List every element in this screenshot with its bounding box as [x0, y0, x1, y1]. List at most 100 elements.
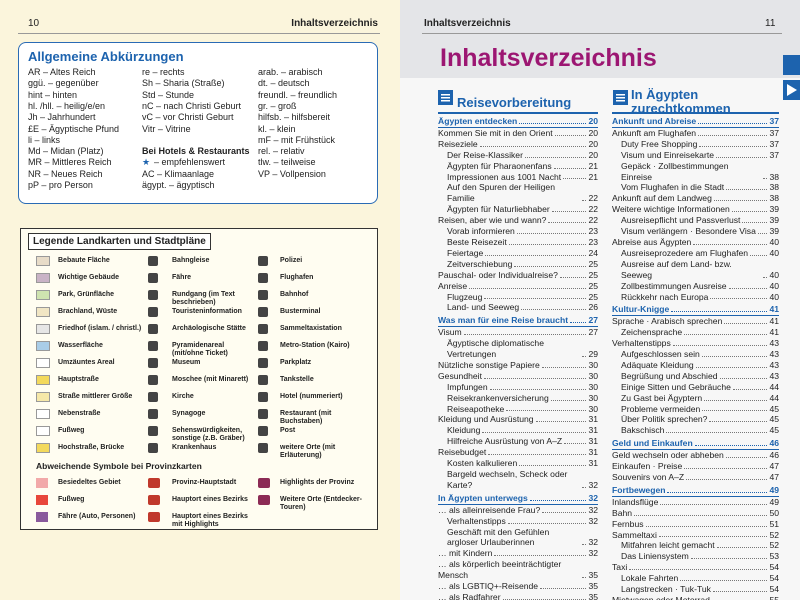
- legend-icon: [148, 358, 158, 368]
- leader: [542, 511, 587, 513]
- legend-icon: [258, 443, 268, 453]
- entry-text: Auf den Spuren der Heiligen Familie: [447, 182, 555, 204]
- abbreviation: £E – Ägyptische Pfund: [28, 123, 120, 134]
- toc-entry: Ausreisepflicht und Passverlust 39: [612, 215, 779, 226]
- toc-entry: Ankunft am Flughafen 37: [612, 128, 779, 139]
- entry-page: 43: [769, 349, 779, 360]
- entry-text: Impressionen aus 1001 Nacht: [447, 171, 562, 182]
- toc-entry: Flugzeug 25: [438, 292, 598, 303]
- legend-label: Sehenswürdigkeiten, sonstige (z.B. Gräbe…: [172, 427, 245, 442]
- toc-entry: Probleme vermeiden 45: [612, 404, 779, 415]
- toc-entry: Souvenirs von A–Z 47: [612, 472, 779, 483]
- leader: [564, 443, 587, 445]
- legend-label: Fußweg: [58, 427, 85, 434]
- entry-page: 35: [588, 581, 598, 592]
- leader: [658, 536, 768, 538]
- legend-label: Hauptort eines Bezirks: [172, 496, 248, 503]
- toc-entry: Ausreiseprozedere am Flughafen 40: [612, 248, 779, 259]
- legend-label: Hochstraße, Brücke: [58, 444, 125, 451]
- legend-icon: [148, 392, 158, 402]
- toc-entry: Aufgeschlossen sein 43: [612, 349, 779, 360]
- entry-page: 23: [588, 226, 598, 237]
- entry-text: Gesundheit: [438, 370, 482, 381]
- entry-text: Impfungen: [447, 381, 488, 392]
- abbreviation: arab. – arabisch: [258, 67, 323, 77]
- entry-page: 43: [769, 359, 779, 370]
- leader: [672, 345, 768, 347]
- entry-text: Mitfahren leicht gemacht: [621, 540, 715, 551]
- abbreviations-box: [18, 42, 378, 204]
- entry-page: 47: [769, 472, 779, 482]
- entry-text: Langstrecken · Tuk-Tuk: [621, 584, 711, 595]
- entry-page: 32: [588, 492, 598, 503]
- abbreviation: Std – Stunde: [142, 89, 195, 100]
- legend-icon: [258, 341, 268, 351]
- entry-text: Einkaufen · Preise: [612, 461, 683, 472]
- leader: [469, 287, 587, 289]
- entry-text: Verhaltenstipps: [447, 515, 506, 526]
- legend-label: Touristeninformation: [172, 308, 242, 315]
- legend-label: Fußweg: [58, 496, 85, 503]
- abbreviation: AR – Altes Reich: [28, 67, 96, 77]
- legend-icon: [36, 409, 50, 419]
- abbreviation: MR – Mittleres Reich: [28, 157, 112, 168]
- leader: [750, 254, 768, 256]
- legend-label: Krankenhaus: [172, 444, 217, 451]
- leader: [667, 491, 768, 493]
- legend-icon: [258, 409, 268, 419]
- toc-entry: … als LGBTIQ+-Reisende 35: [438, 581, 598, 592]
- legend-label: Flughafen: [280, 274, 314, 281]
- legend-label: Hotel (nummeriert): [280, 393, 343, 400]
- legend-icon: [148, 324, 158, 334]
- entry-page: 40: [769, 269, 779, 280]
- entry-page: 27: [588, 315, 598, 326]
- entry-text: Über Politik sprechen?: [621, 414, 708, 425]
- leader: [484, 298, 587, 300]
- entry-page: 30: [588, 392, 598, 403]
- toc-column: Ägypten entdecken 20 Kommen Sie mit in den…: [438, 114, 598, 600]
- entry-page: 37: [769, 116, 779, 126]
- entry-page: 49: [769, 484, 779, 495]
- legend-label: Archäologische Stätte: [172, 325, 246, 332]
- entry-page: 32: [588, 515, 598, 526]
- abbreviation: nC – nach Christi Geburt: [142, 100, 242, 111]
- legend-label: Wasserfläche: [58, 342, 103, 349]
- toc-entry: … als Radfahrer 35: [438, 592, 598, 600]
- entry-text: Visum: [438, 327, 462, 338]
- entry-page: 43: [769, 370, 779, 381]
- toc-entry: Zeitverschiebung 25: [438, 259, 598, 270]
- leader: [757, 232, 768, 234]
- entry-text: Reisen, aber wie und wann?: [438, 215, 547, 226]
- entry-text: Reiseziele: [438, 138, 478, 149]
- entry-text: Kleidung: [447, 425, 481, 436]
- toc-entry: Ägyptische diplomatische Vertretungen 29: [438, 338, 598, 360]
- entry-text: Abreise aus Ägypten: [612, 236, 692, 247]
- toc-entry: Sammeltaxi 52: [612, 530, 779, 541]
- leader: [726, 189, 768, 191]
- leader: [535, 421, 587, 423]
- legend-icon: [148, 273, 158, 283]
- entry-page: 39: [769, 204, 779, 215]
- entry-page: 31: [588, 425, 598, 436]
- leader: [725, 457, 768, 459]
- entry-page: 21: [588, 171, 598, 182]
- entry-text: Taxi: [612, 562, 628, 573]
- toc-entry: Pauschal- oder Individualreise? 25: [438, 270, 598, 281]
- toc-entry: Das Liniensystem 53: [612, 551, 779, 562]
- entry-page: 31: [588, 414, 598, 425]
- legend-label: Park, Grünfläche: [58, 291, 115, 298]
- legend-label: Fähre (Auto, Personen): [58, 513, 136, 520]
- entry-text: Geschäft mit den Gefühlen argloser Urlau…: [447, 526, 550, 548]
- legend-icon: [148, 426, 158, 436]
- entry-page: 54: [769, 584, 779, 595]
- legend-label: Provinz-Hauptstadt: [172, 479, 237, 486]
- legend-icon: [36, 512, 48, 522]
- entry-page: 23: [588, 236, 598, 247]
- leader: [519, 465, 587, 466]
- entry-page: 22: [588, 204, 598, 215]
- entry-page: 35: [588, 591, 598, 600]
- leader: [728, 287, 768, 289]
- toc-entry: Über Politik sprechen? 45: [612, 414, 779, 425]
- legend-label: Synagoge: [172, 410, 206, 417]
